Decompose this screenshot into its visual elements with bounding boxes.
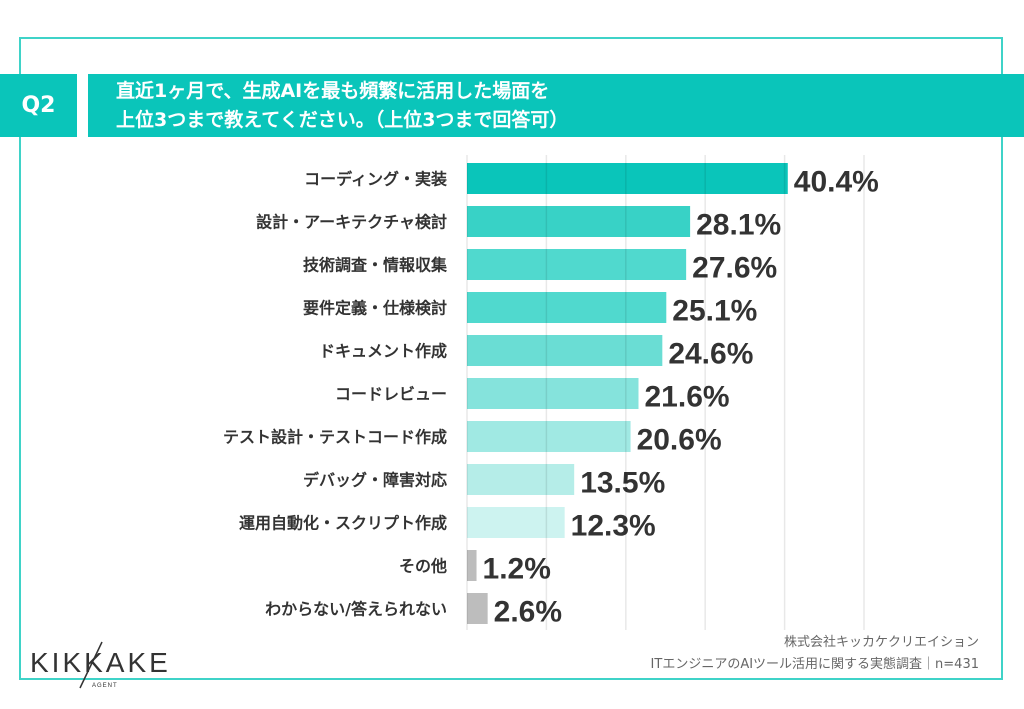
data-label: 20.6% xyxy=(637,424,722,457)
data-label: 24.6% xyxy=(668,338,753,371)
category-label: コーディング・実装 xyxy=(304,170,447,189)
data-label: 13.5% xyxy=(580,467,665,500)
question-number: Q2 xyxy=(0,74,77,137)
title-line-2: 上位3つまで教えてください。（上位3つまで回答可） xyxy=(116,109,569,131)
data-label: 25.1% xyxy=(672,295,757,328)
data-label: 27.6% xyxy=(692,252,777,285)
bar xyxy=(467,421,631,452)
bar xyxy=(467,593,488,624)
data-label: 21.6% xyxy=(645,381,730,414)
category-label: コードレビュー xyxy=(335,385,447,404)
kikkake-agent-logo: KIKKAKE AGENT xyxy=(30,641,171,689)
company-name: 株式会社キッカケクリエイション xyxy=(783,635,979,650)
bar xyxy=(467,249,687,280)
category-label: 要件定義・仕様検討 xyxy=(303,299,447,318)
category-label: テスト設計・テストコード作成 xyxy=(223,428,447,447)
bar xyxy=(467,378,639,409)
source-note: 株式会社キッカケクリエイション ITエンジニアのAIツール活用に関する実態調査｜… xyxy=(651,632,979,676)
category-label: わからない/答えられない xyxy=(265,600,447,619)
data-label: 12.3% xyxy=(571,510,656,543)
bar xyxy=(467,163,788,194)
category-label: その他 xyxy=(399,557,447,576)
bar xyxy=(467,550,477,581)
bar xyxy=(467,292,667,323)
category-label: 運用自動化・スクリプト作成 xyxy=(239,514,447,533)
title-line-1: 直近1ヶ月で、生成AIを最も頻繁に活用した場面を xyxy=(116,80,550,102)
data-label: 1.2% xyxy=(483,553,551,586)
category-label: ドキュメント作成 xyxy=(319,342,447,361)
svg-text:AGENT: AGENT xyxy=(92,683,118,689)
bar xyxy=(467,507,565,538)
bar xyxy=(467,464,575,495)
bar xyxy=(467,335,663,366)
survey-name: ITエンジニアのAIツール活用に関する実態調査｜n=431 xyxy=(650,657,979,672)
category-label: 技術調査・情報収集 xyxy=(303,256,448,275)
bar xyxy=(467,206,691,237)
data-label: 2.6% xyxy=(494,596,562,629)
category-label: デバッグ・障害対応 xyxy=(303,471,447,490)
svg-text:KIKKAKE: KIKKAKE xyxy=(30,647,171,678)
data-label: 28.1% xyxy=(696,209,781,242)
category-label: 設計・アーキテクチャ検討 xyxy=(256,213,447,232)
data-label: 40.4% xyxy=(794,166,879,199)
chart-frame xyxy=(19,37,1003,680)
question-title: 直近1ヶ月で、生成AIを最も頻繁に活用した場面を 上位3つまで教えてください。（… xyxy=(88,74,1024,137)
